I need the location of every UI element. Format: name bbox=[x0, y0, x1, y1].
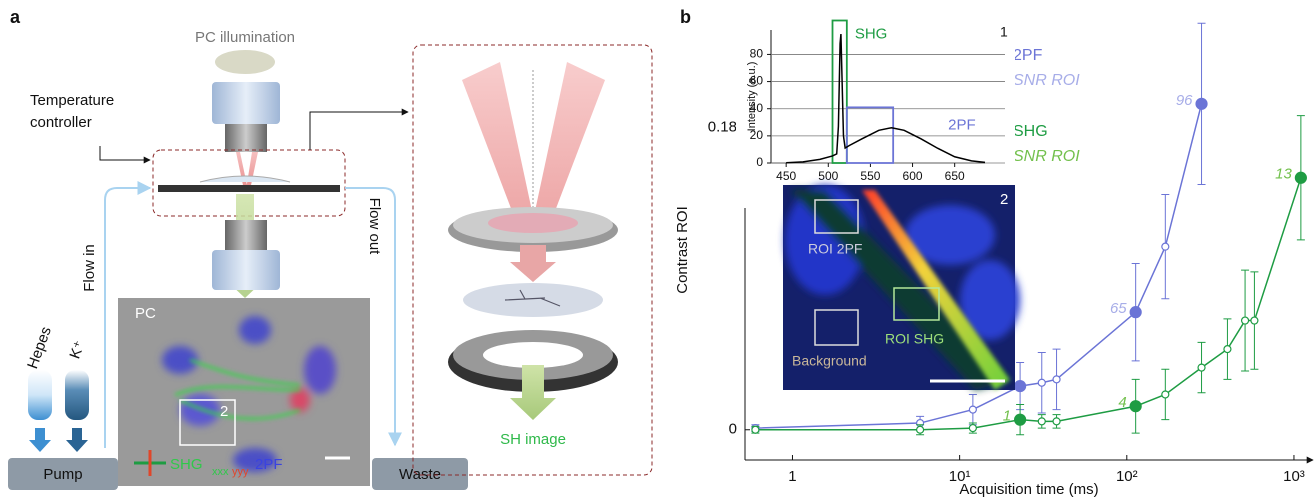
chart: 020406080450500550600650Wavelength (nm)I… bbox=[736, 15, 1015, 208]
y-tick-label: 0 bbox=[756, 155, 763, 169]
x-tick-label: 550 bbox=[860, 169, 880, 183]
y-tick-label: 0.18 bbox=[708, 118, 737, 135]
data-point bbox=[1038, 379, 1045, 386]
illumination-beam bbox=[236, 152, 258, 190]
legend-entry: SNR ROI bbox=[1013, 148, 1080, 165]
data-point bbox=[1242, 317, 1249, 324]
y-axis-label: Contrast ROI bbox=[674, 206, 691, 294]
panel-label: b bbox=[680, 7, 691, 27]
data-point bbox=[969, 406, 976, 413]
roi-label: ROI 2PF bbox=[808, 241, 862, 257]
legend-entry: SNR ROI bbox=[1013, 72, 1080, 89]
data-point bbox=[752, 426, 759, 433]
objective-tip bbox=[225, 220, 267, 250]
data-point bbox=[1053, 376, 1060, 383]
panel-number: 1 bbox=[1000, 24, 1008, 40]
panel-label: a bbox=[10, 7, 21, 27]
ring-hole bbox=[483, 342, 583, 368]
x-tick-label: 1 bbox=[788, 468, 796, 485]
roi-number: 2 bbox=[220, 403, 228, 420]
excitation-beam bbox=[532, 62, 605, 232]
arrow bbox=[66, 428, 88, 452]
lamp bbox=[215, 50, 275, 74]
snr-label: 65 bbox=[1110, 300, 1127, 317]
snr-label: 1 bbox=[1003, 408, 1011, 425]
excitation-beam bbox=[462, 62, 535, 232]
data-point bbox=[1053, 418, 1060, 425]
x-tick-label: 10² bbox=[1116, 468, 1138, 485]
x-tick-label: 650 bbox=[945, 169, 965, 183]
data-point bbox=[917, 426, 924, 433]
inset-number: 2 bbox=[1000, 191, 1008, 208]
snr-label: 4 bbox=[1118, 394, 1126, 411]
data-point bbox=[1196, 98, 1207, 109]
y-tick-label: 0 bbox=[729, 421, 737, 438]
objective bbox=[212, 250, 280, 290]
waste-label: Waste bbox=[399, 466, 441, 483]
potassium-label: K⁺ bbox=[66, 338, 88, 361]
figure: a PC illumination Temperature controller… bbox=[0, 0, 1316, 500]
hepes-label: Hepes bbox=[24, 325, 55, 372]
band-label: 2PF bbox=[948, 116, 976, 133]
x-tick-label: 450 bbox=[776, 169, 796, 183]
x-tick-label: 600 bbox=[903, 169, 923, 183]
micrograph-label: PC bbox=[135, 305, 156, 322]
y-tick-label: 80 bbox=[750, 47, 764, 61]
roi-label: ROI SHG bbox=[885, 331, 944, 347]
lens bbox=[200, 176, 290, 182]
data-point bbox=[1162, 391, 1169, 398]
dish-center bbox=[488, 213, 578, 233]
panel-a: a PC illumination Temperature controller… bbox=[8, 7, 652, 490]
y-axis-label: Intensity (a.u.) bbox=[746, 62, 758, 132]
arrow bbox=[29, 428, 51, 452]
pump-label: Pump bbox=[43, 466, 82, 483]
temperature-label: controller bbox=[30, 114, 92, 131]
vial bbox=[65, 370, 89, 420]
sh-image-label: SH image bbox=[500, 431, 566, 448]
data-point bbox=[1130, 401, 1141, 412]
shg-subscript: xxx bbox=[212, 466, 229, 478]
arrow bbox=[100, 146, 150, 160]
flow-out-label: Flow out bbox=[366, 198, 383, 256]
data-point bbox=[1198, 364, 1205, 371]
data-point bbox=[1295, 172, 1306, 183]
temperature-label: Temperature bbox=[30, 92, 114, 109]
snr-label: 96 bbox=[1176, 92, 1193, 109]
condenser bbox=[212, 82, 280, 124]
band-label: SHG bbox=[855, 25, 888, 42]
snr-label: 13 bbox=[1275, 166, 1292, 183]
data-point bbox=[1015, 381, 1026, 392]
sample bbox=[463, 283, 603, 317]
legend-entry: 2PF bbox=[1013, 47, 1043, 64]
data-point bbox=[1038, 418, 1045, 425]
roi-label: Background bbox=[792, 353, 867, 369]
shg-subscript: yyy bbox=[232, 466, 249, 478]
data-point bbox=[1251, 317, 1258, 324]
x-tick-label: 500 bbox=[818, 169, 838, 183]
illumination-label: PC illumination bbox=[195, 29, 295, 46]
data-point bbox=[969, 425, 976, 432]
stage bbox=[158, 185, 340, 192]
arrow bbox=[310, 112, 408, 150]
condenser-tip bbox=[225, 124, 267, 152]
x-tick-label: 10³ bbox=[1283, 468, 1305, 485]
shg-label: SHG bbox=[170, 456, 203, 473]
micrograph bbox=[118, 298, 370, 486]
data-point bbox=[1015, 414, 1026, 425]
data-point bbox=[1224, 346, 1231, 353]
data-point bbox=[1130, 307, 1141, 318]
x-axis-label: Acquisition time (ms) bbox=[959, 481, 1098, 498]
legend-entry: SHG bbox=[1013, 123, 1048, 140]
flow-in-label: Flow in bbox=[81, 244, 98, 292]
vial bbox=[28, 370, 52, 420]
tpf-label: 2PF bbox=[255, 456, 283, 473]
data-point bbox=[1162, 243, 1169, 250]
